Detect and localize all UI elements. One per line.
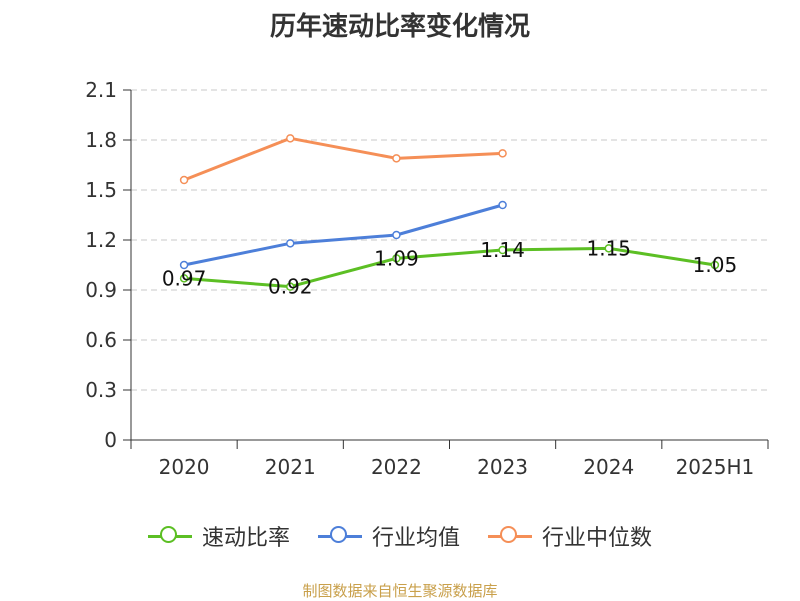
data-point-quick-ratio	[286, 282, 295, 291]
x-tick-label: 2025H1	[676, 455, 755, 479]
series-line-industry-mean	[183, 203, 503, 267]
data-point-quick-ratio	[710, 260, 720, 270]
legend-item-quick-ratio[interactable]: 速动比率	[147, 520, 290, 552]
x-tick-label: 2023	[477, 455, 528, 479]
data-source-note: 制图数据来自恒生聚源数据库	[302, 582, 498, 600]
data-label: 0.97	[162, 266, 207, 290]
data-label: 1.15	[586, 236, 631, 260]
x-tick-label: 2021	[265, 455, 316, 479]
x-tick-label: 2022	[371, 455, 422, 479]
y-tick-label: 0	[104, 428, 117, 452]
y-tick-label: 1.8	[85, 128, 117, 152]
series-line-quick-ratio	[183, 246, 716, 289]
data-point-industry-median	[286, 134, 295, 143]
legend-label-industry-mean: 行业均值	[371, 526, 460, 551]
legend-item-industry-mean[interactable]: 行业均值	[317, 520, 460, 552]
data-point-industry-median	[498, 149, 507, 158]
data-label: 0.92	[268, 275, 313, 299]
data-point-industry-mean	[392, 230, 401, 240]
y-tick-label: 0.6	[85, 328, 117, 352]
data-label: 1.05	[693, 253, 738, 277]
data-point-quick-ratio	[604, 244, 613, 253]
series-line-industry-median	[183, 136, 503, 182]
y-tick-label: 1.5	[85, 178, 117, 202]
y-tick-label: 1.2	[85, 228, 117, 252]
y-tick-label: 0.3	[85, 378, 117, 402]
data-point-industry-median	[179, 175, 189, 185]
data-point-quick-ratio	[498, 245, 507, 255]
legend-label-industry-median: 行业中位数	[542, 526, 653, 551]
chart-legend: 速动比率 行业均值 行业中位数	[0, 520, 800, 552]
legend-marker-quick-ratio	[147, 525, 192, 543]
chart-title: 历年速动比率变化情况	[269, 12, 530, 42]
data-point-industry-mean	[286, 239, 295, 248]
y-tick-label: 2.1	[85, 78, 117, 102]
data-point-industry-median	[392, 154, 401, 163]
data-point-industry-mean	[179, 260, 189, 270]
data-label: 1.14	[480, 238, 525, 262]
legend-marker-industry-mean	[317, 525, 362, 543]
x-tick-label: 2020	[159, 455, 210, 479]
legend-marker-industry-median	[488, 525, 532, 543]
data-point-quick-ratio	[179, 274, 189, 283]
x-tick-label: 2024	[583, 455, 634, 479]
legend-label-quick-ratio: 速动比率	[201, 526, 290, 551]
y-tick-label: 0.9	[85, 278, 117, 302]
data-label: 1.09	[374, 246, 419, 270]
data-point-industry-mean	[498, 200, 507, 210]
data-point-quick-ratio	[392, 254, 401, 263]
legend-item-industry-median[interactable]: 行业中位数	[488, 520, 652, 552]
